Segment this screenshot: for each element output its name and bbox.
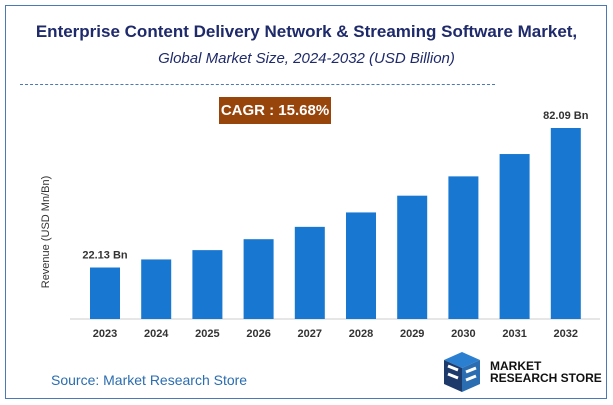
x-tick-label: 2030	[451, 328, 475, 340]
x-tick-label: 2023	[93, 328, 117, 340]
x-tick-label: 2028	[349, 328, 373, 340]
bar-2030	[448, 176, 479, 319]
logo-cube-icon	[444, 352, 480, 392]
y-axis-label: Revenue (USD Mn/Bn)	[40, 176, 52, 289]
x-tick-label: 2026	[246, 328, 270, 340]
chart-title: Enterprise Content Delivery Network & St…	[35, 22, 578, 41]
bar-2029	[397, 195, 428, 319]
bar-2025	[192, 250, 223, 319]
x-tick-label: 2025	[195, 328, 219, 340]
chart-frame	[5, 5, 607, 399]
bar-2026	[243, 239, 274, 319]
x-tick-label: 2031	[502, 328, 526, 340]
logo: MARKET RESEARCH STORE	[440, 350, 602, 394]
bar-2024	[141, 259, 172, 319]
bar-2031	[499, 154, 530, 319]
logo-line2: RESEARCH STORE	[490, 371, 602, 385]
x-tick-label: 2027	[298, 328, 322, 340]
source-text: Source: Market Research Store	[51, 372, 248, 388]
bar-2027	[294, 226, 325, 319]
x-tick-label: 2032	[554, 328, 578, 340]
bar-2032	[550, 128, 581, 319]
data-label: 82.09 Bn	[543, 110, 589, 122]
divider	[20, 84, 495, 85]
x-tick-label: 2029	[400, 328, 424, 340]
logo-line1: MARKET	[490, 359, 542, 373]
x-tick-label: 2024	[144, 328, 169, 340]
data-label: 22.13 Bn	[82, 250, 128, 262]
cagr-badge: CAGR : 15.68%	[219, 97, 331, 124]
chart-subtitle: Global Market Size, 2024-2032 (USD Billi…	[158, 50, 455, 67]
bar-2028	[346, 212, 376, 319]
bar-2023	[90, 267, 120, 319]
